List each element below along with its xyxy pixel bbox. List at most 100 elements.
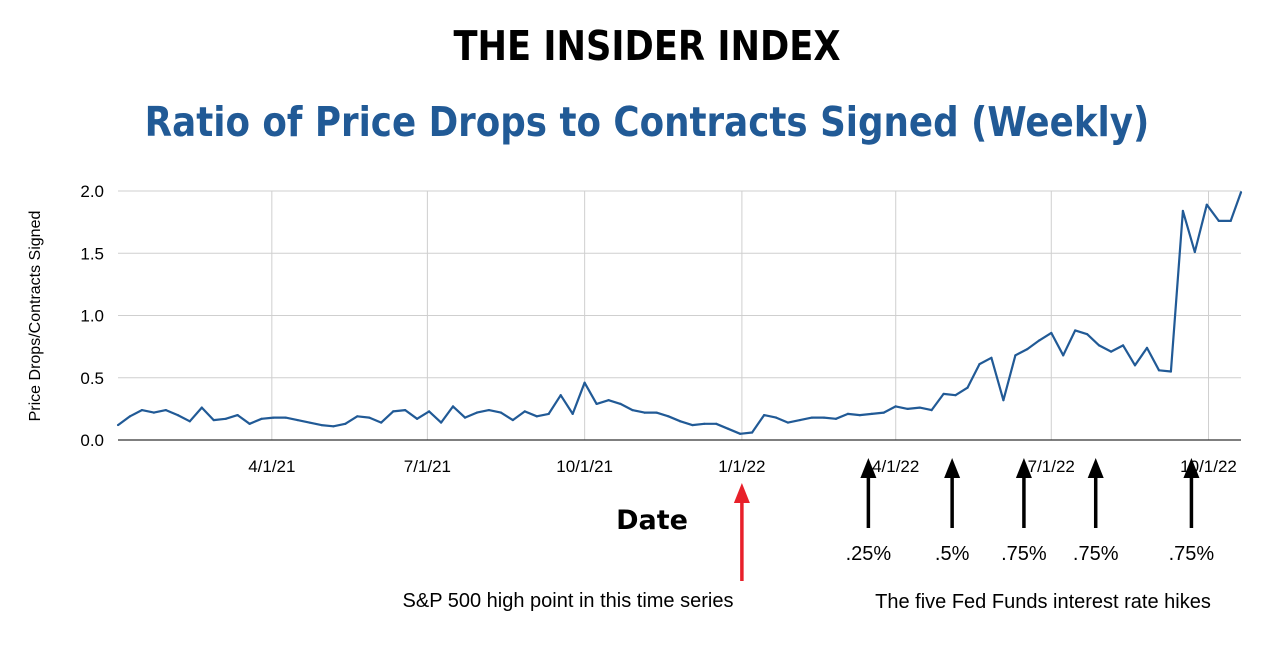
rate-hike-label: .75% bbox=[1073, 543, 1119, 565]
data-point bbox=[368, 416, 371, 419]
data-point bbox=[954, 394, 957, 397]
data-point bbox=[224, 417, 227, 420]
fed-hikes-caption: The five Fed Funds interest rate hikes bbox=[875, 591, 1211, 613]
y-tick-label: 0.0 bbox=[80, 431, 104, 450]
data-point bbox=[1169, 370, 1173, 373]
data-point bbox=[990, 356, 993, 359]
x-tick-label: 7/1/22 bbox=[1028, 457, 1075, 476]
data-point bbox=[248, 422, 251, 425]
data-point bbox=[619, 402, 622, 405]
data-point bbox=[176, 414, 179, 417]
rate-hike-label: .5% bbox=[935, 543, 970, 565]
y-tick-label: 1.5 bbox=[80, 244, 104, 263]
data-point bbox=[451, 405, 455, 408]
data-point bbox=[607, 399, 610, 402]
data-point bbox=[1157, 369, 1161, 372]
data-point bbox=[1002, 399, 1005, 402]
series-line bbox=[117, 191, 1243, 435]
data-point bbox=[499, 411, 502, 414]
arrow-up-icon bbox=[733, 483, 750, 503]
data-point bbox=[727, 427, 730, 430]
data-point bbox=[918, 406, 921, 409]
data-point bbox=[1121, 344, 1125, 347]
data-point bbox=[631, 409, 634, 412]
x-tick-label: 10/1/21 bbox=[556, 457, 613, 476]
y-axis-ticks: 0.0 0.5 1.0 1.5 2.0 bbox=[80, 182, 104, 450]
data-point bbox=[164, 409, 167, 412]
gridlines bbox=[118, 190, 1241, 440]
data-point bbox=[1062, 354, 1065, 357]
data-point bbox=[128, 415, 132, 418]
data-point bbox=[1038, 339, 1041, 342]
data-point bbox=[332, 425, 335, 428]
data-point bbox=[1026, 348, 1029, 351]
data-point bbox=[1239, 191, 1243, 194]
data-point bbox=[1193, 250, 1196, 254]
sp500-high-annotation: S&P 500 high point in this time series bbox=[403, 483, 750, 612]
data-point bbox=[463, 416, 467, 419]
arrow-up-icon bbox=[1183, 458, 1200, 478]
rate-hike-marker: .75% bbox=[1073, 458, 1119, 565]
data-point bbox=[1181, 209, 1184, 213]
rate-hike-marker: .25% bbox=[846, 458, 892, 565]
data-point bbox=[571, 412, 574, 415]
rate-hike-label: .75% bbox=[1169, 543, 1215, 565]
x-tick-label: 4/1/22 bbox=[872, 457, 919, 476]
data-point bbox=[308, 421, 311, 424]
series-points bbox=[116, 191, 1243, 435]
data-point bbox=[1074, 329, 1077, 332]
data-point bbox=[140, 409, 144, 412]
data-point bbox=[1217, 219, 1220, 222]
data-point bbox=[1098, 344, 1101, 347]
data-point bbox=[535, 415, 538, 418]
data-point bbox=[356, 415, 359, 418]
rate-hike-label: .25% bbox=[846, 543, 892, 565]
data-point bbox=[595, 402, 598, 405]
data-point bbox=[906, 407, 909, 410]
data-point bbox=[523, 410, 526, 413]
data-point bbox=[212, 418, 215, 422]
data-point bbox=[260, 417, 263, 420]
data-point bbox=[200, 406, 203, 409]
x-tick-label: 4/1/21 bbox=[248, 457, 295, 476]
data-point bbox=[894, 405, 897, 408]
data-point bbox=[1133, 364, 1137, 367]
data-point bbox=[655, 411, 658, 414]
data-point bbox=[942, 392, 945, 396]
data-point bbox=[583, 381, 586, 384]
data-point bbox=[427, 410, 431, 413]
data-point bbox=[404, 409, 407, 412]
data-point bbox=[475, 411, 479, 414]
data-point bbox=[296, 418, 299, 422]
x-tick-label: 1/1/22 bbox=[718, 457, 765, 476]
data-point bbox=[751, 431, 754, 434]
data-point bbox=[870, 412, 873, 415]
data-point bbox=[846, 412, 849, 415]
x-tick-label: 7/1/21 bbox=[404, 457, 451, 476]
rate-hike-annotations: S&P 500 high point in this time series .2… bbox=[403, 458, 1215, 612]
data-point bbox=[834, 417, 837, 420]
y-tick-label: 1.0 bbox=[80, 307, 104, 326]
data-point bbox=[1109, 350, 1113, 353]
data-point bbox=[703, 422, 706, 425]
rate-hike-marker: .75% bbox=[1001, 458, 1047, 565]
data-point bbox=[667, 415, 670, 418]
data-point bbox=[439, 421, 443, 424]
x-axis-label: Date bbox=[616, 505, 688, 536]
data-point bbox=[643, 411, 646, 414]
y-tick-label: 0.5 bbox=[80, 369, 104, 388]
data-point bbox=[116, 423, 120, 427]
data-point bbox=[739, 432, 742, 435]
annotation-label: S&P 500 high point in this time series bbox=[403, 590, 734, 612]
rate-hike-marker: .5% bbox=[935, 458, 970, 565]
data-point bbox=[559, 394, 562, 397]
data-point bbox=[1014, 354, 1017, 357]
data-point bbox=[966, 386, 969, 389]
data-point bbox=[188, 420, 191, 423]
data-point bbox=[679, 420, 682, 423]
data-point bbox=[236, 414, 239, 417]
data-point bbox=[810, 416, 814, 419]
data-point bbox=[715, 422, 718, 425]
y-axis-label: Price Drops/Contracts Signed bbox=[27, 211, 44, 422]
